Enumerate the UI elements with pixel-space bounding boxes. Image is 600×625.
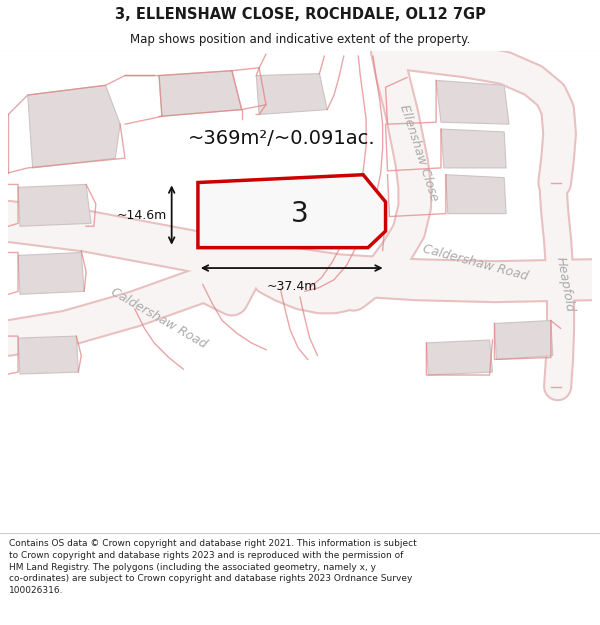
Text: Heapfold: Heapfold (553, 256, 576, 313)
Text: Caldershaw Road: Caldershaw Road (421, 242, 529, 282)
Text: Ellenshaw Close: Ellenshaw Close (397, 103, 440, 203)
Polygon shape (446, 175, 506, 214)
Polygon shape (494, 321, 553, 359)
Text: Caldershaw Road: Caldershaw Road (109, 286, 209, 351)
Polygon shape (28, 85, 120, 168)
Polygon shape (18, 336, 79, 374)
Text: Map shows position and indicative extent of the property.: Map shows position and indicative extent… (130, 34, 470, 46)
Text: ~37.4m: ~37.4m (266, 280, 317, 292)
Text: 3, ELLENSHAW CLOSE, ROCHDALE, OL12 7GP: 3, ELLENSHAW CLOSE, ROCHDALE, OL12 7GP (115, 7, 485, 22)
Text: Contains OS data © Crown copyright and database right 2021. This information is : Contains OS data © Crown copyright and d… (9, 539, 417, 595)
Polygon shape (159, 71, 242, 116)
Polygon shape (18, 184, 91, 226)
Text: ~369m²/~0.091ac.: ~369m²/~0.091ac. (188, 129, 376, 148)
Text: ~14.6m: ~14.6m (116, 209, 167, 222)
Polygon shape (18, 253, 84, 294)
Polygon shape (256, 74, 327, 114)
Text: 3: 3 (291, 199, 309, 228)
Polygon shape (436, 81, 509, 124)
Polygon shape (441, 129, 506, 168)
Polygon shape (198, 175, 386, 248)
Polygon shape (427, 340, 493, 375)
